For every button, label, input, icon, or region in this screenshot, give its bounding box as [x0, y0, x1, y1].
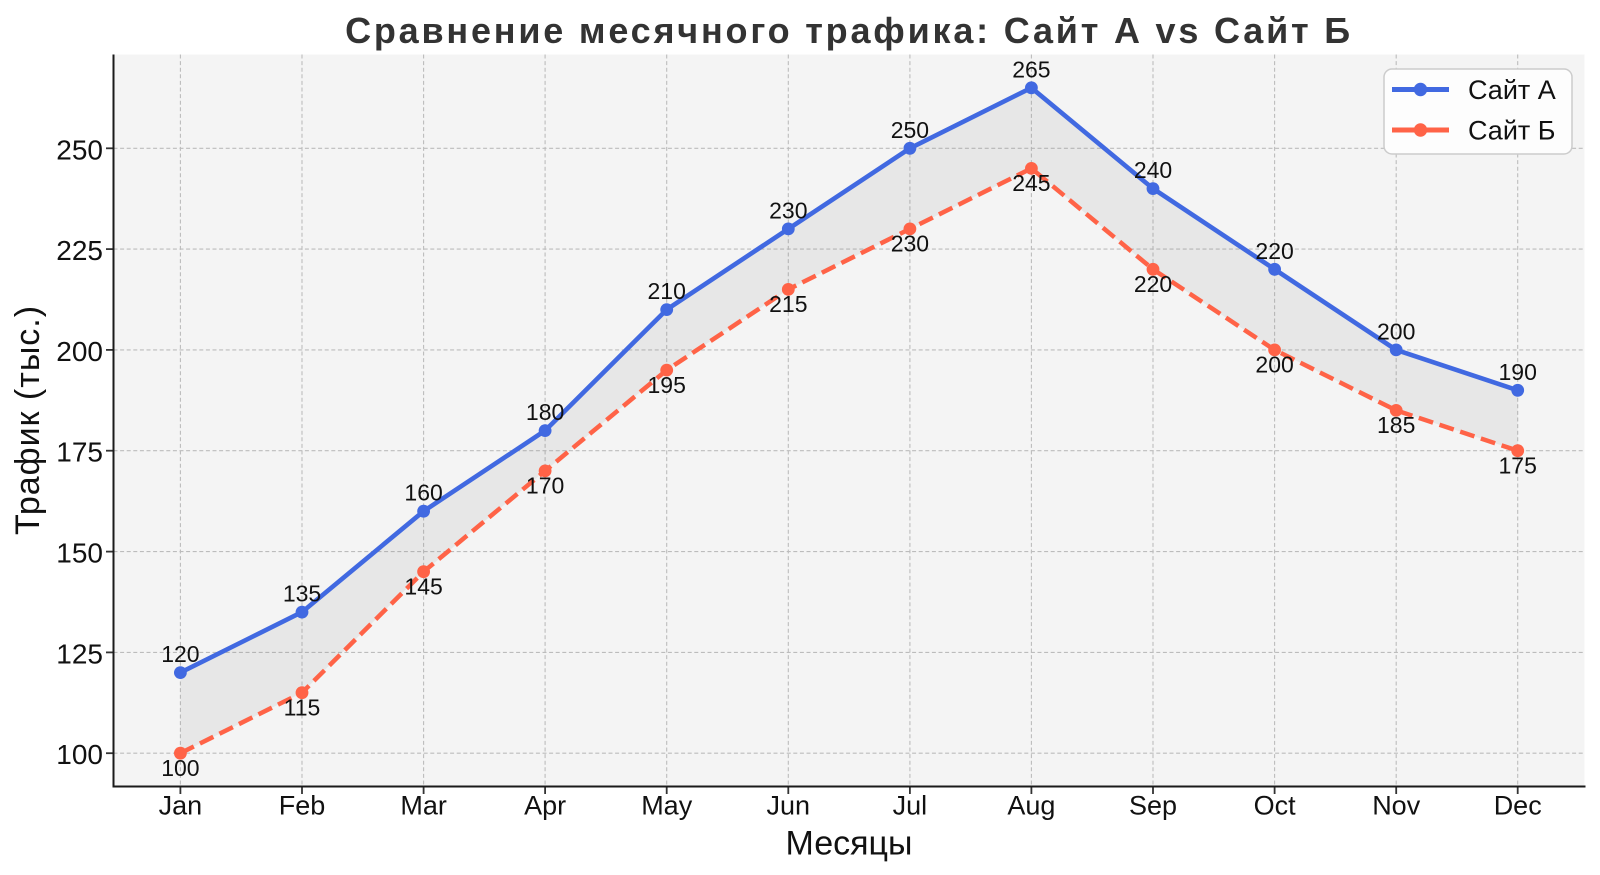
svg-text:245: 245: [1012, 170, 1050, 196]
svg-text:Sep: Sep: [1129, 791, 1177, 821]
svg-text:230: 230: [891, 231, 929, 257]
svg-text:Oct: Oct: [1254, 791, 1297, 821]
svg-text:125: 125: [56, 638, 103, 669]
svg-text:Месяцы: Месяцы: [786, 825, 913, 863]
svg-text:May: May: [641, 791, 693, 821]
svg-text:160: 160: [404, 480, 442, 506]
svg-text:Сайт А: Сайт А: [1468, 75, 1556, 105]
svg-text:Aug: Aug: [1007, 791, 1055, 821]
svg-text:200: 200: [1255, 352, 1293, 378]
svg-text:200: 200: [56, 336, 103, 367]
svg-text:230: 230: [769, 197, 807, 223]
svg-text:250: 250: [891, 117, 929, 143]
svg-text:135: 135: [283, 581, 321, 607]
svg-text:215: 215: [769, 291, 807, 317]
svg-text:Сайт Б: Сайт Б: [1468, 116, 1556, 146]
svg-text:190: 190: [1499, 359, 1537, 385]
svg-text:195: 195: [648, 372, 686, 398]
svg-text:175: 175: [56, 437, 103, 468]
svg-text:Трафик (тыс.): Трафик (тыс.): [9, 305, 47, 535]
svg-text:220: 220: [1134, 271, 1172, 297]
svg-text:240: 240: [1134, 157, 1172, 183]
svg-text:210: 210: [648, 278, 686, 304]
svg-text:100: 100: [161, 755, 199, 781]
svg-text:180: 180: [526, 399, 564, 425]
svg-text:Jun: Jun: [767, 791, 811, 821]
svg-text:250: 250: [56, 134, 103, 165]
svg-text:Jul: Jul: [893, 791, 928, 821]
svg-text:170: 170: [526, 473, 564, 499]
svg-text:225: 225: [56, 235, 103, 266]
svg-text:Apr: Apr: [524, 791, 566, 821]
svg-text:145: 145: [404, 574, 442, 600]
svg-text:Dec: Dec: [1494, 791, 1542, 821]
svg-text:100: 100: [56, 739, 103, 770]
svg-text:200: 200: [1377, 318, 1415, 344]
svg-text:120: 120: [161, 641, 199, 667]
svg-text:175: 175: [1499, 453, 1537, 479]
svg-text:Feb: Feb: [279, 791, 326, 821]
svg-text:Jan: Jan: [159, 791, 203, 821]
svg-text:185: 185: [1377, 412, 1415, 438]
svg-text:265: 265: [1012, 56, 1050, 82]
svg-text:220: 220: [1255, 238, 1293, 264]
svg-text:115: 115: [284, 695, 321, 721]
svg-text:Nov: Nov: [1372, 791, 1421, 821]
svg-text:150: 150: [56, 538, 103, 569]
svg-text:Mar: Mar: [400, 791, 447, 821]
svg-text:Сравнение месячного трафика: С: Сравнение месячного трафика: Сайт А vs С…: [345, 10, 1353, 51]
